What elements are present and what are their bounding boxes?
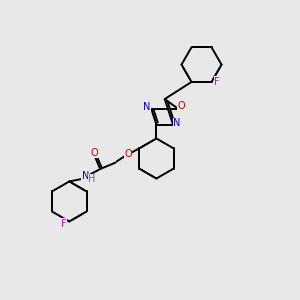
Text: N: N <box>173 118 181 128</box>
Text: O: O <box>124 149 132 159</box>
Text: N: N <box>143 102 151 112</box>
Text: F: F <box>61 219 66 229</box>
Text: O: O <box>177 101 185 111</box>
Text: N: N <box>82 172 89 182</box>
Text: O: O <box>91 148 98 158</box>
Text: F: F <box>214 77 220 87</box>
Text: H: H <box>88 174 96 184</box>
